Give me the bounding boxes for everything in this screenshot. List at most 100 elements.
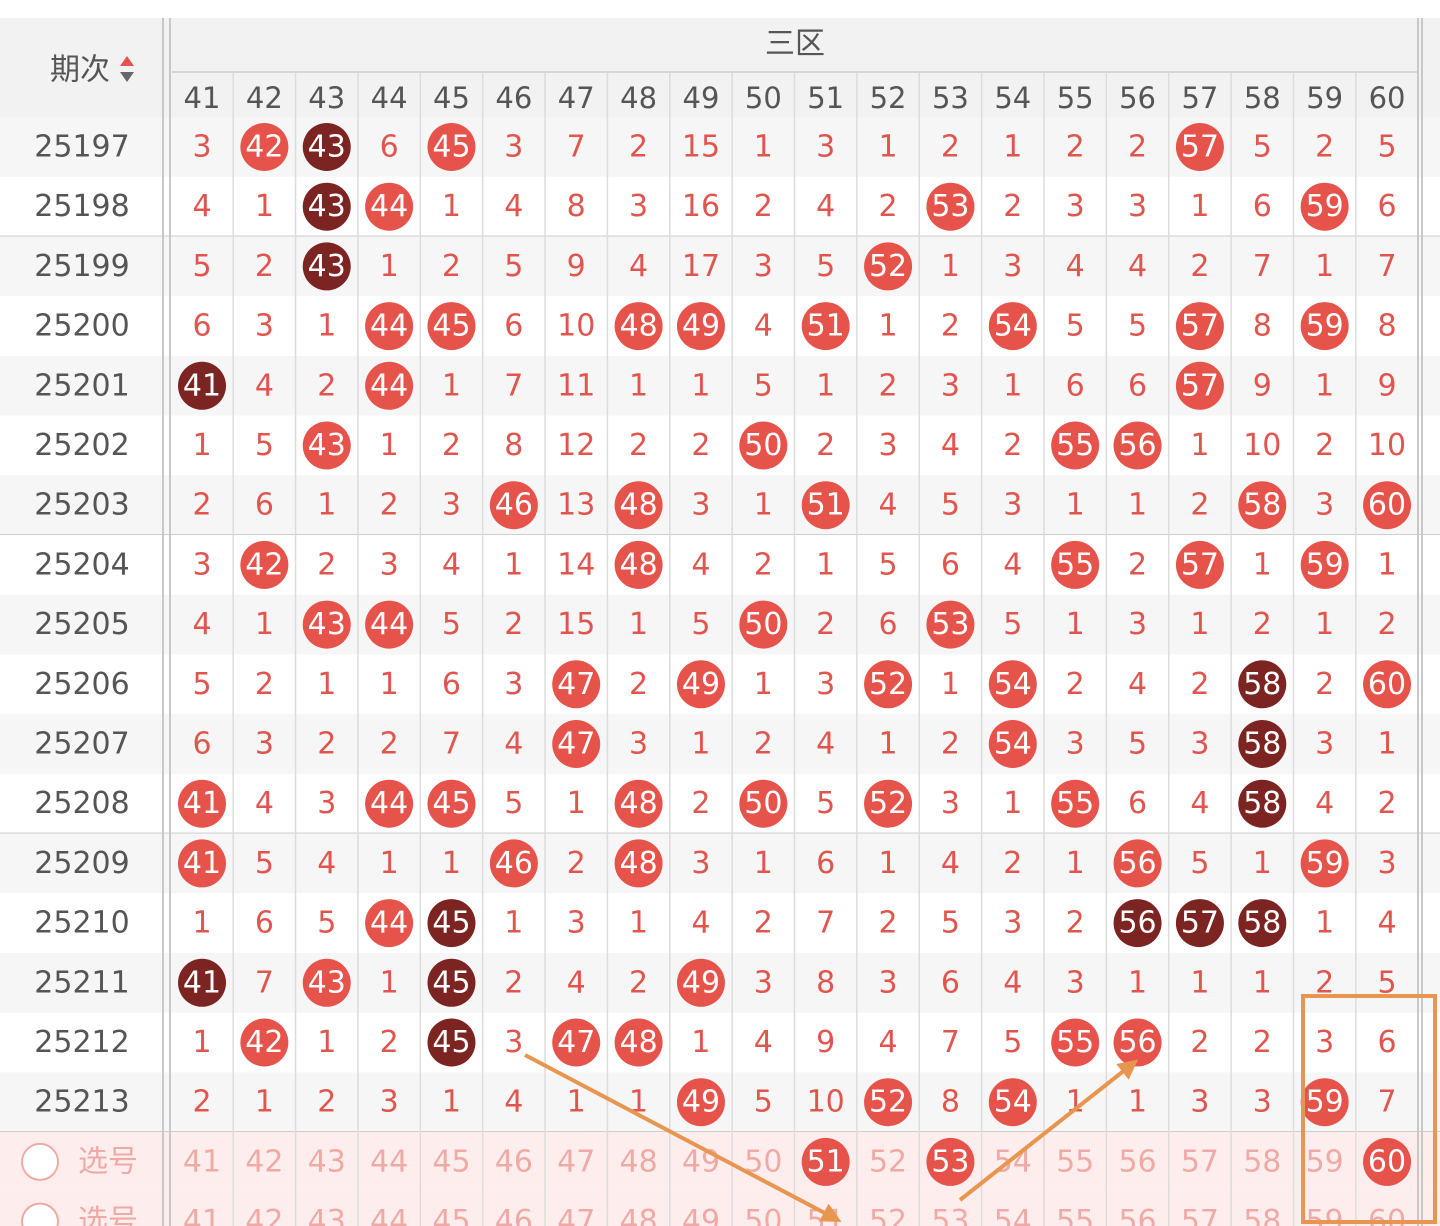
select-row-bg	[0, 1191, 1440, 1226]
omission: 2	[1066, 667, 1085, 702]
sort-up[interactable]	[120, 56, 134, 66]
omission: 10	[557, 309, 595, 344]
sort-down[interactable]	[120, 72, 134, 82]
ball-number: 46	[495, 846, 533, 881]
radio[interactable]	[21, 1202, 59, 1226]
omission: 3	[691, 488, 710, 523]
row-bg	[0, 833, 1440, 894]
ball	[240, 540, 289, 589]
omission: 3	[1315, 727, 1334, 762]
ball-number: 60	[1368, 488, 1406, 523]
omission: 1	[317, 667, 336, 702]
select-number: 43	[308, 1204, 346, 1226]
omission: 5	[941, 488, 960, 523]
ball	[801, 1137, 850, 1186]
select-number: 41	[183, 1144, 221, 1179]
column-header: 49	[683, 81, 720, 115]
ball	[988, 660, 1037, 709]
ball-number: 41	[183, 965, 221, 1000]
omission: 2	[380, 488, 399, 523]
issue: 25200	[34, 309, 129, 344]
omission: 8	[941, 1085, 960, 1120]
omission: 3	[504, 1025, 523, 1060]
omission: 5	[879, 547, 898, 582]
omission: 9	[1253, 368, 1272, 403]
select-number: 58	[1243, 1204, 1281, 1226]
column-header: 50	[745, 81, 782, 115]
select-label[interactable]: 选号	[78, 1204, 138, 1226]
omission: 2	[442, 428, 461, 463]
omission: 3	[504, 667, 523, 702]
omission: 2	[192, 1085, 211, 1120]
ball-number: 52	[869, 249, 907, 284]
ball-number: 41	[183, 368, 221, 403]
omission: 5	[941, 906, 960, 941]
omission: 1	[1253, 965, 1272, 1000]
select-number: 56	[1118, 1204, 1156, 1226]
omission: 14	[557, 547, 595, 582]
omission: 2	[1315, 965, 1334, 1000]
issue: 25207	[34, 727, 129, 762]
omission: 2	[691, 428, 710, 463]
radio[interactable]	[21, 1142, 59, 1181]
ball-number: 57	[1181, 547, 1219, 582]
header-bg	[0, 18, 1440, 118]
omission: 3	[1315, 1025, 1334, 1060]
ball-number: 59	[1306, 309, 1344, 344]
column-header: 43	[308, 81, 345, 115]
omission: 3	[1066, 965, 1085, 1000]
omission: 6	[1377, 1025, 1396, 1060]
omission: 1	[754, 846, 773, 881]
omission: 1	[1315, 607, 1334, 642]
omission: 3	[629, 189, 648, 224]
ball	[1175, 302, 1224, 351]
select-number: 57	[1181, 1204, 1219, 1226]
omission: 1	[380, 428, 399, 463]
ball-number: 45	[432, 965, 470, 1000]
omission: 3	[1066, 189, 1085, 224]
ball	[739, 779, 788, 828]
ball-number: 49	[682, 667, 720, 702]
ball	[988, 1078, 1037, 1127]
omission: 4	[255, 368, 274, 403]
select-label[interactable]: 选号	[78, 1144, 138, 1179]
omission: 9	[1377, 368, 1396, 403]
omission: 2	[629, 667, 648, 702]
column-header: 58	[1244, 81, 1281, 115]
omission: 2	[754, 727, 773, 762]
omission: 4	[317, 846, 336, 881]
ball	[1175, 899, 1224, 948]
ball-number: 55	[1056, 547, 1094, 582]
omission: 5	[754, 1085, 773, 1120]
ball	[178, 958, 226, 1007]
ball	[988, 720, 1037, 768]
ball-number: 51	[807, 1144, 845, 1179]
omission: 2	[1128, 130, 1147, 165]
omission: 1	[317, 1025, 336, 1060]
omission: 2	[1190, 667, 1209, 702]
ball	[302, 182, 351, 231]
omission: 2	[1190, 249, 1209, 284]
ball	[1051, 1018, 1100, 1067]
ball	[240, 123, 289, 171]
ball	[427, 302, 476, 351]
ball-number: 58	[1243, 727, 1281, 762]
ball-number: 57	[1181, 309, 1219, 344]
omission: 1	[317, 488, 336, 523]
omission: 2	[941, 727, 960, 762]
ball-number: 44	[370, 368, 408, 403]
ball-number: 42	[245, 1025, 283, 1060]
ball-number: 43	[308, 607, 346, 642]
omission: 2	[1066, 130, 1085, 165]
row-bg	[0, 236, 1440, 297]
omission: 3	[317, 786, 336, 821]
omission: 1	[192, 906, 211, 941]
omission: 3	[629, 727, 648, 762]
omission: 9	[567, 249, 586, 284]
omission: 1	[1315, 368, 1334, 403]
ball	[614, 481, 663, 530]
ball-number: 60	[1368, 1144, 1406, 1179]
omission: 2	[380, 1025, 399, 1060]
omission: 15	[682, 130, 720, 165]
